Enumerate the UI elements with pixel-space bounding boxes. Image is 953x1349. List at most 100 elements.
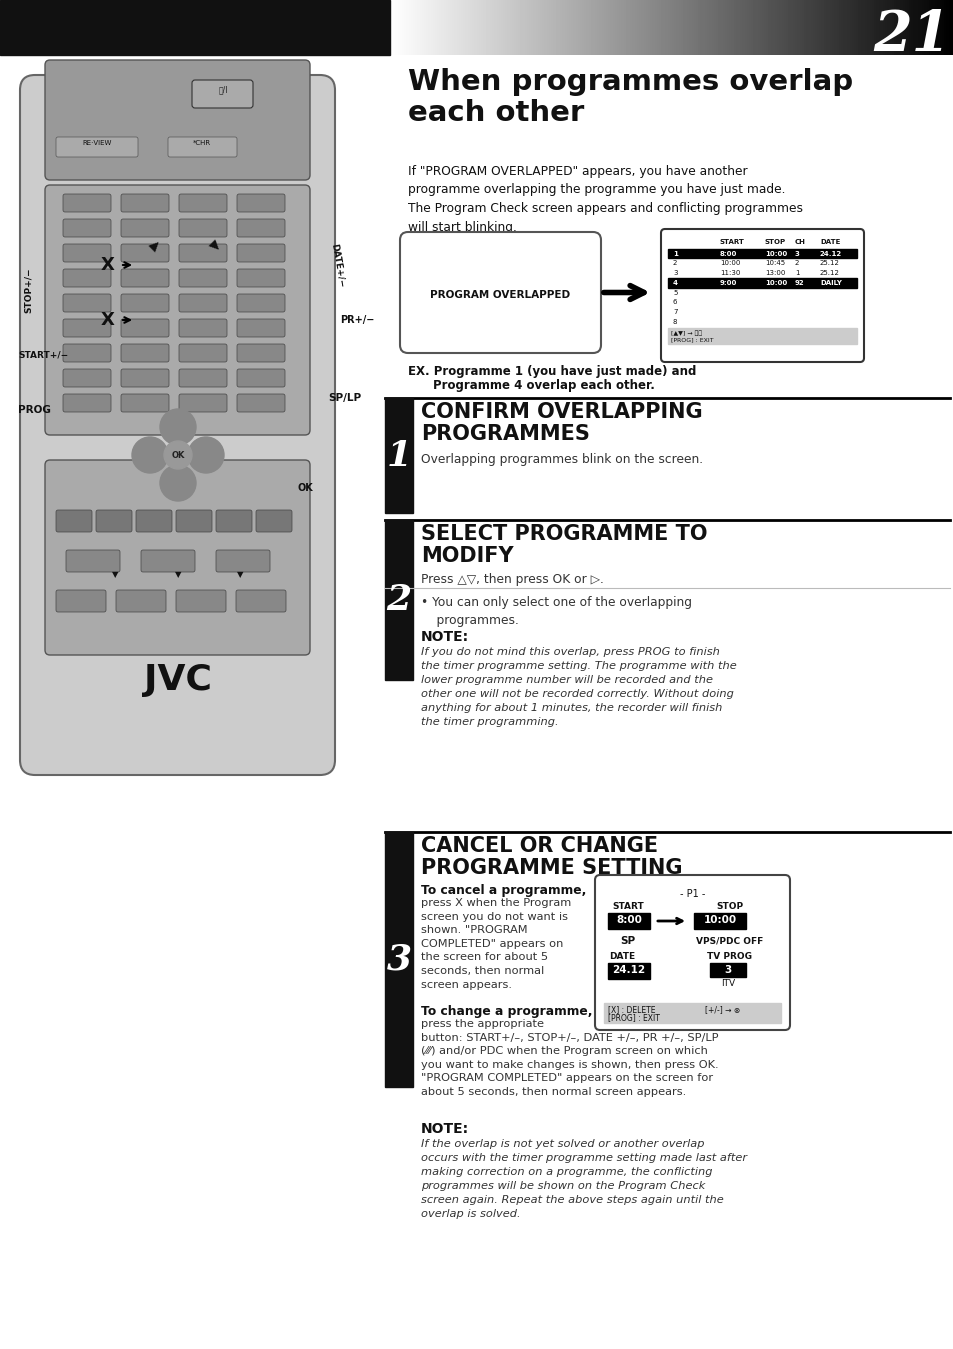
FancyBboxPatch shape: [236, 344, 285, 362]
FancyBboxPatch shape: [63, 268, 111, 287]
FancyBboxPatch shape: [236, 244, 285, 262]
Text: RE·VIEW: RE·VIEW: [82, 140, 112, 146]
Text: 1: 1: [672, 251, 678, 256]
FancyBboxPatch shape: [595, 876, 789, 1031]
Text: 10:45: 10:45: [764, 260, 784, 266]
Text: DATE+/−: DATE+/−: [330, 243, 346, 287]
FancyBboxPatch shape: [141, 550, 194, 572]
Text: 25.12: 25.12: [820, 270, 839, 277]
Text: START: START: [612, 902, 643, 911]
Text: X: X: [101, 256, 114, 274]
Text: • You can only select one of the overlapping
    programmes.: • You can only select one of the overlap…: [420, 596, 691, 627]
FancyBboxPatch shape: [121, 370, 169, 387]
Text: 3: 3: [794, 251, 799, 256]
FancyBboxPatch shape: [179, 268, 227, 287]
Text: To cancel a programme,: To cancel a programme,: [420, 884, 586, 897]
Circle shape: [188, 437, 224, 473]
FancyBboxPatch shape: [45, 185, 310, 434]
FancyBboxPatch shape: [63, 344, 111, 362]
Text: SP: SP: [619, 936, 635, 946]
Text: ▼: ▼: [236, 571, 243, 580]
FancyBboxPatch shape: [192, 80, 253, 108]
Text: To change a programme,: To change a programme,: [420, 1005, 592, 1018]
Text: 7: 7: [672, 309, 677, 316]
FancyBboxPatch shape: [121, 244, 169, 262]
FancyBboxPatch shape: [20, 76, 335, 774]
FancyBboxPatch shape: [63, 318, 111, 337]
FancyBboxPatch shape: [63, 194, 111, 212]
Bar: [607, 963, 649, 979]
Text: JVC: JVC: [144, 662, 212, 697]
Text: If you do not mind this overlap, press PROG to finish
the timer programme settin: If you do not mind this overlap, press P…: [420, 648, 736, 727]
Text: 2: 2: [672, 260, 677, 266]
Text: 25.12: 25.12: [820, 260, 839, 266]
Text: NOTE:: NOTE:: [420, 1122, 469, 1136]
FancyBboxPatch shape: [179, 294, 227, 312]
Text: ▲: ▲: [147, 237, 163, 254]
Text: [PROG] : EXIT: [PROG] : EXIT: [670, 337, 713, 343]
Text: 92: 92: [794, 279, 803, 286]
FancyBboxPatch shape: [45, 460, 310, 656]
FancyBboxPatch shape: [179, 344, 227, 362]
FancyBboxPatch shape: [63, 219, 111, 237]
Text: 8:00: 8:00: [720, 251, 737, 256]
Text: Overlapping programmes blink on the screen.: Overlapping programmes blink on the scre…: [420, 453, 702, 465]
Text: EX. Programme 1 (you have just made) and: EX. Programme 1 (you have just made) and: [408, 366, 696, 378]
FancyBboxPatch shape: [175, 590, 226, 612]
Text: 3: 3: [672, 270, 677, 277]
FancyBboxPatch shape: [179, 219, 227, 237]
FancyBboxPatch shape: [121, 194, 169, 212]
Bar: [385, 398, 413, 513]
Text: When programmes overlap
each other: When programmes overlap each other: [408, 67, 852, 127]
Text: STOP: STOP: [764, 239, 785, 246]
FancyBboxPatch shape: [215, 510, 252, 532]
Text: 1: 1: [794, 270, 799, 277]
FancyBboxPatch shape: [236, 194, 285, 212]
Bar: [667, 328, 856, 344]
Text: DAILY: DAILY: [820, 279, 841, 286]
FancyBboxPatch shape: [121, 268, 169, 287]
FancyBboxPatch shape: [136, 510, 172, 532]
FancyBboxPatch shape: [63, 394, 111, 411]
Circle shape: [164, 441, 192, 469]
Text: 24.12: 24.12: [820, 251, 841, 256]
FancyBboxPatch shape: [168, 138, 236, 156]
FancyBboxPatch shape: [175, 510, 212, 532]
Text: SELECT PROGRAMME TO
MODIFY: SELECT PROGRAMME TO MODIFY: [420, 523, 707, 567]
Text: 6: 6: [672, 299, 677, 305]
Text: 3: 3: [386, 943, 411, 977]
Text: NOTE:: NOTE:: [420, 630, 469, 643]
Bar: [385, 832, 413, 1087]
FancyBboxPatch shape: [660, 229, 863, 362]
Text: 10:00: 10:00: [764, 279, 786, 286]
FancyBboxPatch shape: [121, 394, 169, 411]
Text: OK: OK: [172, 451, 185, 460]
FancyBboxPatch shape: [121, 219, 169, 237]
Text: 13:00: 13:00: [764, 270, 784, 277]
FancyBboxPatch shape: [399, 232, 600, 353]
FancyBboxPatch shape: [235, 590, 286, 612]
Text: 2: 2: [386, 583, 411, 616]
FancyBboxPatch shape: [236, 219, 285, 237]
FancyBboxPatch shape: [236, 268, 285, 287]
Text: [X] : DELETE: [X] : DELETE: [607, 1005, 655, 1014]
Text: SP/LP: SP/LP: [328, 393, 361, 403]
Text: OK: OK: [297, 483, 314, 492]
Text: [PROG] : EXIT: [PROG] : EXIT: [607, 1013, 659, 1023]
Text: 10:00: 10:00: [702, 915, 736, 925]
Text: VPS/PDC OFF: VPS/PDC OFF: [696, 936, 762, 946]
Text: 24.12: 24.12: [612, 965, 645, 975]
FancyBboxPatch shape: [66, 550, 120, 572]
Text: 8:00: 8:00: [616, 915, 641, 925]
FancyBboxPatch shape: [63, 244, 111, 262]
Bar: [603, 1004, 781, 1023]
Bar: [607, 913, 649, 929]
Text: STOP+/−: STOP+/−: [24, 267, 32, 313]
Text: ▼: ▼: [174, 571, 181, 580]
Bar: [0, 55, 385, 805]
Text: 8: 8: [672, 320, 677, 325]
Bar: [0, 0, 390, 55]
Text: Press △▽, then press OK or ▷.: Press △▽, then press OK or ▷.: [420, 573, 603, 585]
FancyBboxPatch shape: [236, 318, 285, 337]
Text: 10:00: 10:00: [764, 251, 786, 256]
